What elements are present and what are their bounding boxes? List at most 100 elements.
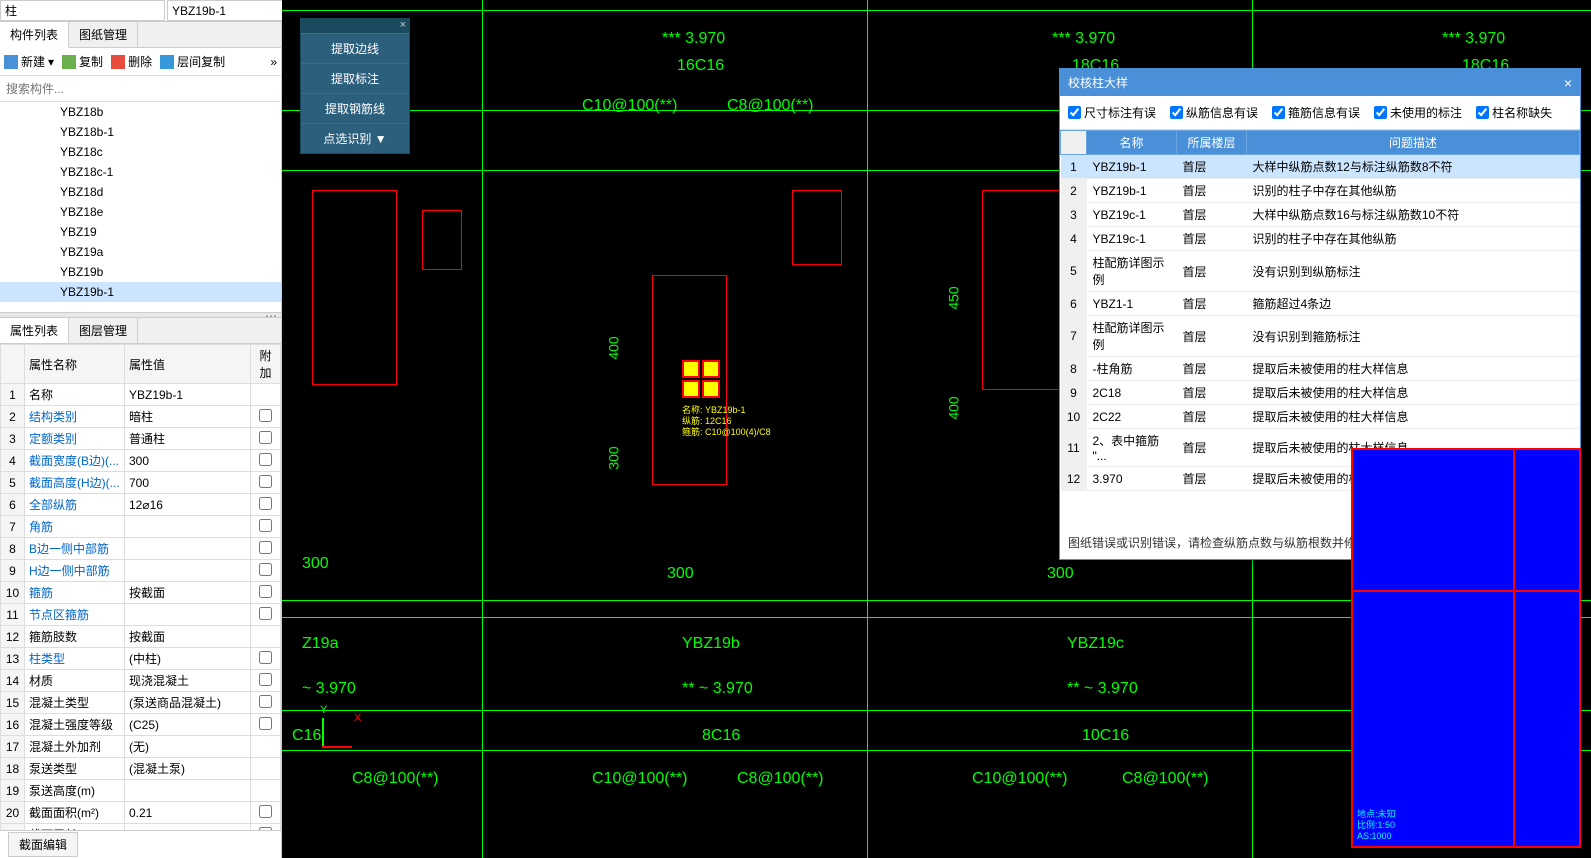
property-row[interactable]: 7角筋: [1, 516, 281, 538]
prop-checkbox[interactable]: [259, 497, 272, 510]
property-row[interactable]: 14材质现浇混凝土: [1, 670, 281, 692]
check-icon[interactable]: [1170, 106, 1183, 119]
cad-label: 10C16: [1082, 727, 1129, 745]
dialog-row[interactable]: 3YBZ19c-1首层大样中纵筋点数16与标注纵筋数10不符: [1061, 203, 1580, 227]
dialog-row[interactable]: 102C22首层提取后未被使用的柱大样信息: [1061, 405, 1580, 429]
tab-component-list[interactable]: 构件列表: [0, 22, 69, 48]
cad-label: ~ 3.970: [302, 680, 356, 698]
prop-checkbox[interactable]: [259, 475, 272, 488]
dialog-title: 校核柱大样: [1068, 74, 1128, 91]
dialog-row[interactable]: 7柱配筋详图示例首层没有识别到箍筋标注: [1061, 316, 1580, 357]
check-icon[interactable]: [1374, 106, 1387, 119]
cad-label: 300: [302, 555, 329, 573]
property-row[interactable]: 19泵送高度(m): [1, 780, 281, 802]
prop-checkbox[interactable]: [259, 607, 272, 620]
delete-button[interactable]: 删除: [111, 53, 152, 70]
section-edit-button[interactable]: 截面编辑: [8, 832, 78, 857]
component-item[interactable]: YBZ19b-1: [0, 282, 281, 302]
check-icon[interactable]: [1068, 106, 1081, 119]
tab-drawing-mgr[interactable]: 图纸管理: [69, 22, 138, 47]
dialog-check[interactable]: 柱名称缺失: [1476, 104, 1552, 121]
property-row[interactable]: 3定额类别普通柱: [1, 428, 281, 450]
property-row[interactable]: 15混凝土类型(泵送商品混凝土): [1, 692, 281, 714]
new-button[interactable]: 新建 ▾: [4, 53, 54, 70]
dialog-table[interactable]: 名称 所属楼层 问题描述 1YBZ19b-1首层大样中纵筋点数12与标注纵筋数8…: [1060, 130, 1580, 491]
component-item[interactable]: YBZ18c: [0, 142, 281, 162]
prop-checkbox[interactable]: [259, 805, 272, 818]
splitter[interactable]: [0, 312, 281, 318]
dialog-row[interactable]: 6YBZ1-1首层箍筋超过4条边: [1061, 292, 1580, 316]
dialog-check[interactable]: 纵筋信息有误: [1170, 104, 1258, 121]
prop-checkbox[interactable]: [259, 453, 272, 466]
component-item[interactable]: YBZ19b: [0, 262, 281, 282]
cad-label: C8@100(**): [727, 97, 814, 115]
property-row[interactable]: 10箍筋按截面: [1, 582, 281, 604]
dialog-row[interactable]: 92C18首层提取后未被使用的柱大样信息: [1061, 381, 1580, 405]
float-menu-title[interactable]: ×: [301, 19, 409, 33]
component-item[interactable]: YBZ19: [0, 222, 281, 242]
property-row[interactable]: 12箍筋肢数按截面: [1, 626, 281, 648]
check-icon[interactable]: [1272, 106, 1285, 119]
float-menu: × 提取边线提取标注提取钢筋线点选识别 ▼: [300, 18, 410, 154]
component-list[interactable]: YBZ18bYBZ18b-1YBZ18cYBZ18c-1YBZ18dYBZ18e…: [0, 102, 281, 312]
property-row[interactable]: 13柱类型(中柱): [1, 648, 281, 670]
copy-button[interactable]: 复制: [62, 53, 103, 70]
property-row[interactable]: 17混凝土外加剂(无): [1, 736, 281, 758]
prop-checkbox[interactable]: [259, 431, 272, 444]
prop-checkbox[interactable]: [259, 563, 272, 576]
property-table[interactable]: 属性名称 属性值 附加 1名称YBZ19b-12结构类别暗柱3定额类别普通柱4截…: [0, 344, 281, 830]
category-dropdown[interactable]: [0, 0, 165, 21]
dlg-header-name: 名称: [1087, 131, 1177, 155]
component-item[interactable]: YBZ18b-1: [0, 122, 281, 142]
toolbar-more[interactable]: »: [270, 55, 277, 69]
minimap[interactable]: 地点:未知比例:1:50AS:1000: [1351, 448, 1581, 848]
property-row[interactable]: 5截面高度(H边)(...700: [1, 472, 281, 494]
dlg-header-num: [1061, 131, 1087, 155]
prop-checkbox[interactable]: [259, 717, 272, 730]
prop-checkbox[interactable]: [259, 585, 272, 598]
prop-checkbox[interactable]: [259, 519, 272, 532]
float-menu-item[interactable]: 提取钢筋线: [301, 93, 409, 123]
property-row[interactable]: 9H边一侧中部筋: [1, 560, 281, 582]
property-row[interactable]: 1名称YBZ19b-1: [1, 384, 281, 406]
component-item[interactable]: YBZ19a: [0, 242, 281, 262]
property-row[interactable]: 2结构类别暗柱: [1, 406, 281, 428]
check-icon[interactable]: [1476, 106, 1489, 119]
component-item[interactable]: YBZ18b: [0, 102, 281, 122]
dialog-titlebar[interactable]: 校核柱大样 ×: [1060, 69, 1580, 96]
component-item[interactable]: YBZ18d: [0, 182, 281, 202]
cad-label: C8@100(**): [737, 770, 824, 788]
tab-layer-mgr[interactable]: 图层管理: [69, 318, 138, 343]
property-row[interactable]: 16混凝土强度等级(C25): [1, 714, 281, 736]
prop-checkbox[interactable]: [259, 409, 272, 422]
float-menu-item[interactable]: 点选识别 ▼: [301, 123, 409, 153]
floor-copy-button[interactable]: 层间复制: [160, 53, 225, 70]
dialog-close-icon[interactable]: ×: [1564, 75, 1572, 91]
component-item[interactable]: YBZ18e: [0, 202, 281, 222]
prop-checkbox[interactable]: [259, 541, 272, 554]
search-input[interactable]: [0, 78, 281, 100]
prop-checkbox[interactable]: [259, 651, 272, 664]
component-item[interactable]: YBZ18c-1: [0, 162, 281, 182]
property-row[interactable]: 8B边一侧中部筋: [1, 538, 281, 560]
dialog-check[interactable]: 箍筋信息有误: [1272, 104, 1360, 121]
float-menu-close-icon[interactable]: ×: [400, 19, 406, 31]
prop-checkbox[interactable]: [259, 695, 272, 708]
dialog-row[interactable]: 5柱配筋详图示例首层没有识别到纵筋标注: [1061, 251, 1580, 292]
dialog-check[interactable]: 未使用的标注: [1374, 104, 1462, 121]
float-menu-item[interactable]: 提取边线: [301, 33, 409, 63]
property-row[interactable]: 6全部纵筋12⌀16: [1, 494, 281, 516]
dialog-row[interactable]: 8-柱角筋首层提取后未被使用的柱大样信息: [1061, 357, 1580, 381]
dialog-check[interactable]: 尺寸标注有误: [1068, 104, 1156, 121]
dialog-row[interactable]: 2YBZ19b-1首层识别的柱子中存在其他纵筋: [1061, 179, 1580, 203]
property-row[interactable]: 11节点区箍筋: [1, 604, 281, 626]
property-row[interactable]: 4截面宽度(B边)(...300: [1, 450, 281, 472]
prop-checkbox[interactable]: [259, 673, 272, 686]
dialog-row[interactable]: 1YBZ19b-1首层大样中纵筋点数12与标注纵筋数8不符: [1061, 155, 1580, 179]
dialog-row[interactable]: 4YBZ19c-1首层识别的柱子中存在其他纵筋: [1061, 227, 1580, 251]
property-row[interactable]: 20截面面积(m²)0.21: [1, 802, 281, 824]
bottom-bar: 截面编辑: [0, 830, 281, 858]
float-menu-item[interactable]: 提取标注: [301, 63, 409, 93]
tab-property-list[interactable]: 属性列表: [0, 318, 69, 343]
property-row[interactable]: 18泵送类型(混凝土泵): [1, 758, 281, 780]
